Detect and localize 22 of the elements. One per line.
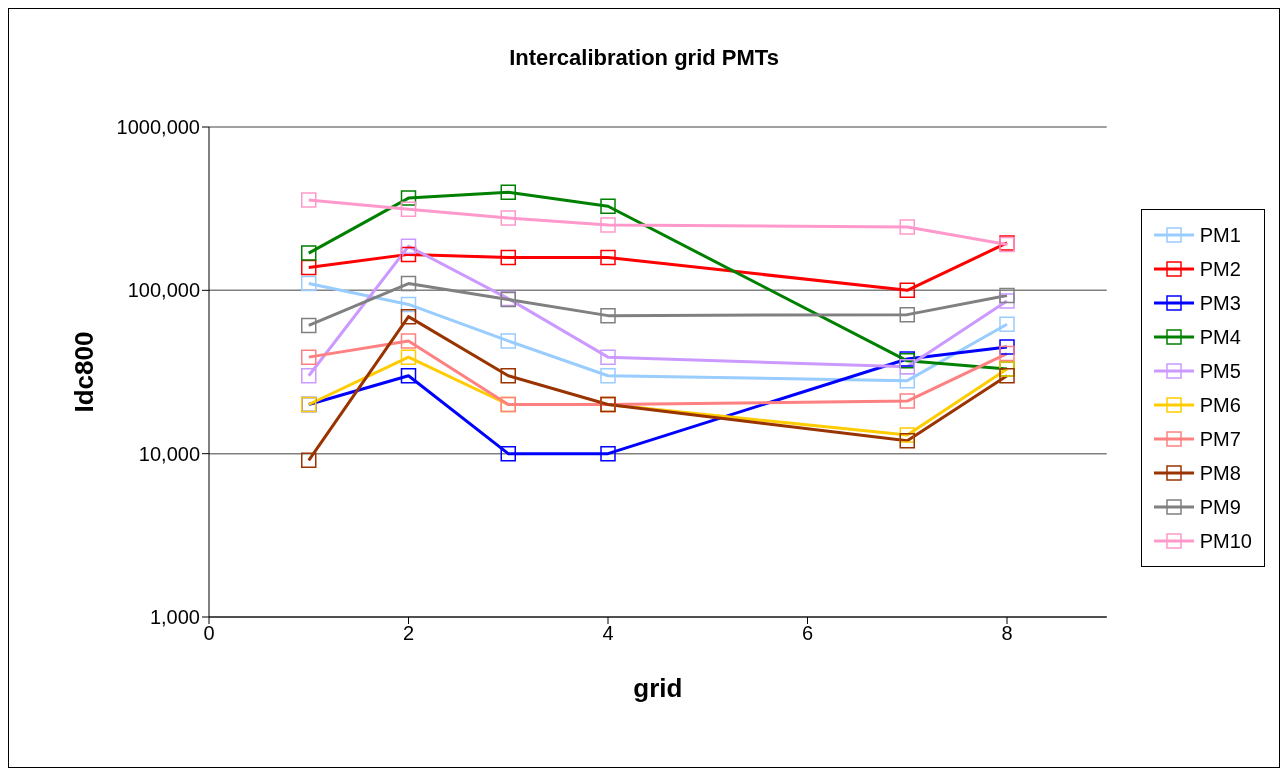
y-axis-title: Idc800 <box>69 331 100 413</box>
y-tick-label: 1,000 <box>149 606 200 629</box>
legend-label: PM3 <box>1199 291 1241 316</box>
legend-label: PM6 <box>1199 393 1241 418</box>
x-axis-title: grid <box>633 673 683 703</box>
x-tick-label: 8 <box>1001 622 1013 645</box>
x-tick-label: 6 <box>801 622 814 645</box>
x-tick-label: 2 <box>402 622 415 645</box>
x-tick-label: 4 <box>602 622 614 645</box>
legend-label: PM5 <box>1199 359 1241 384</box>
legend-label: PM10 <box>1199 529 1252 554</box>
chart-title: Intercalibration grid PMTs <box>508 45 780 71</box>
legend-label: PM8 <box>1199 461 1241 486</box>
legend-label: PM4 <box>1199 325 1241 350</box>
legend-label: PM2 <box>1199 257 1241 282</box>
y-tick-label: 100,000 <box>127 279 200 302</box>
x-tick-label: 0 <box>203 622 215 645</box>
legend-label: PM7 <box>1199 427 1241 452</box>
y-tick-label: 10,000 <box>138 442 200 465</box>
y-tick-label: 1000,000 <box>116 116 200 139</box>
legend-label: PM1 <box>1199 223 1241 248</box>
legend-label: PM9 <box>1199 495 1241 520</box>
